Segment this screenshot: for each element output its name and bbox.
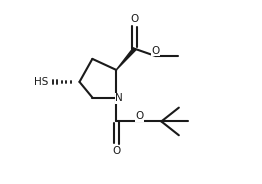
Text: O: O — [130, 14, 139, 24]
Text: O: O — [152, 46, 160, 56]
Text: N: N — [115, 93, 123, 103]
Text: O: O — [135, 111, 143, 121]
Text: O: O — [112, 146, 121, 156]
Polygon shape — [116, 48, 136, 70]
Text: HS: HS — [34, 77, 48, 87]
